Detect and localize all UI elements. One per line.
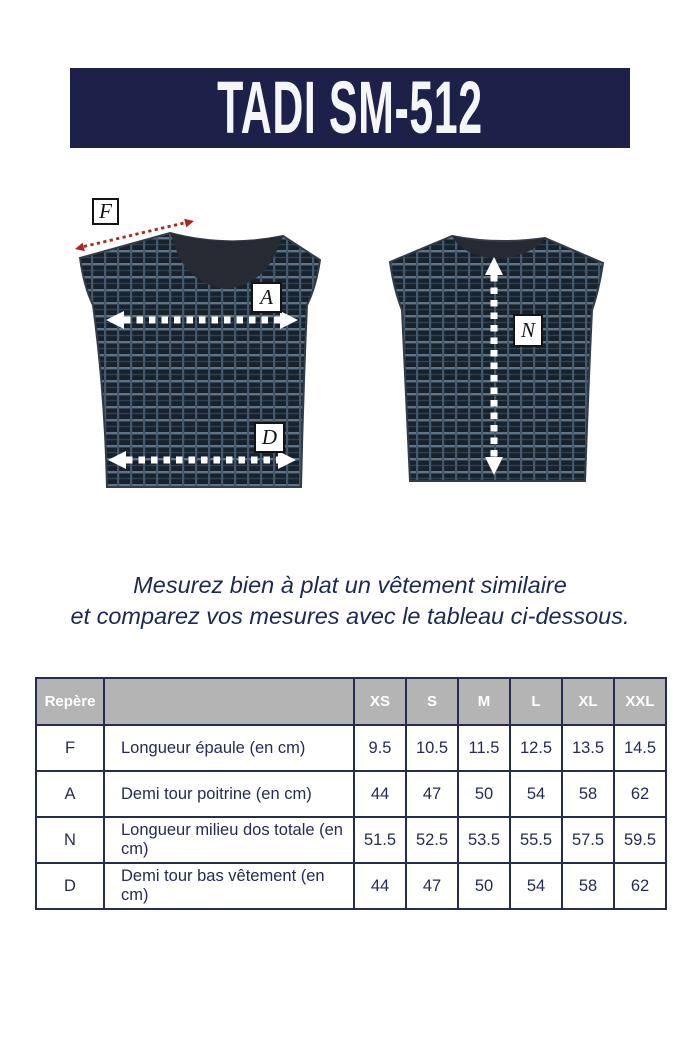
row-code: F [35,724,105,772]
cell-value: 53.5 [457,816,511,864]
cell-value: 57.5 [561,816,615,864]
arrow-chest-A [106,311,298,329]
label-box-F: F [92,198,119,225]
cell-value: 50 [457,770,511,818]
header-repere: Repère [35,677,105,726]
cell-value: 47 [405,862,459,910]
cell-value: 50 [457,862,511,910]
cell-value: 52.5 [405,816,459,864]
cell-value: 44 [353,862,407,910]
label-box-A: A [251,282,282,313]
row-code: A [35,770,105,818]
table-header-row: Repère XS S M L XL XXL [35,677,667,726]
header-size-xxl: XXL [613,677,667,726]
cell-value: 51.5 [353,816,407,864]
row-label: Demi tour bas vêtement (en cm) [103,862,355,910]
garment-back [388,234,605,482]
header-size-s: S [405,677,459,726]
header-size-xl: XL [561,677,615,726]
cell-value: 62 [613,862,667,910]
cell-value: 58 [561,770,615,818]
header-size-m: M [457,677,511,726]
cell-value: 58 [561,862,615,910]
label-box-D: D [254,422,285,453]
cell-value: 54 [509,770,563,818]
title-banner: TADI SM-512 [70,68,630,148]
cell-value: 47 [405,770,459,818]
label-letter-F: F [99,199,112,223]
garment-measurement-diagram [75,218,605,488]
cell-value: 44 [353,770,407,818]
table-row-A: A Demi tour poitrine (en cm) 44 47 50 54… [35,770,667,818]
label-box-N: N [513,314,543,347]
label-letter-D: D [261,425,278,449]
cell-value: 62 [613,770,667,818]
arrow-hem-D [108,451,296,469]
table-row-N: N Longueur milieu dos totale (en cm) 51.… [35,816,667,864]
cell-value: 14.5 [613,724,667,772]
cell-value: 9.5 [353,724,407,772]
row-label: Longueur milieu dos totale (en cm) [103,816,355,864]
cell-value: 55.5 [509,816,563,864]
cell-value: 54 [509,862,563,910]
size-chart-table: Repère XS S M L XL XXL F Longueur épaule… [35,677,667,910]
cell-value: 11.5 [457,724,511,772]
table-row-F: F Longueur épaule (en cm) 9.5 10.5 11.5 … [35,724,667,772]
arrow-back-length-N [485,257,503,475]
label-letter-N: N [520,318,535,342]
header-description [103,677,355,726]
row-label: Longueur épaule (en cm) [103,724,355,772]
cell-value: 13.5 [561,724,615,772]
cell-value: 12.5 [509,724,563,772]
cell-value: 10.5 [405,724,459,772]
row-label: Demi tour poitrine (en cm) [103,770,355,818]
product-title: TADI SM-512 [217,68,483,148]
row-code: D [35,862,105,910]
header-size-l: L [509,677,563,726]
measure-instructions: Mesurez bien à plat un vêtement similair… [0,570,700,632]
cell-value: 59.5 [613,816,667,864]
table-row-D: D Demi tour bas vêtement (en cm) 44 47 5… [35,862,667,910]
front-collar [170,233,283,289]
header-size-xs: XS [353,677,407,726]
instruction-line-1: Mesurez bien à plat un vêtement similair… [133,572,567,598]
row-code: N [35,816,105,864]
arrow-shoulder-F [75,218,194,252]
label-letter-A: A [260,285,273,309]
back-collar [452,236,545,259]
instruction-line-2: et comparez vos mesures avec le tableau … [70,603,630,629]
